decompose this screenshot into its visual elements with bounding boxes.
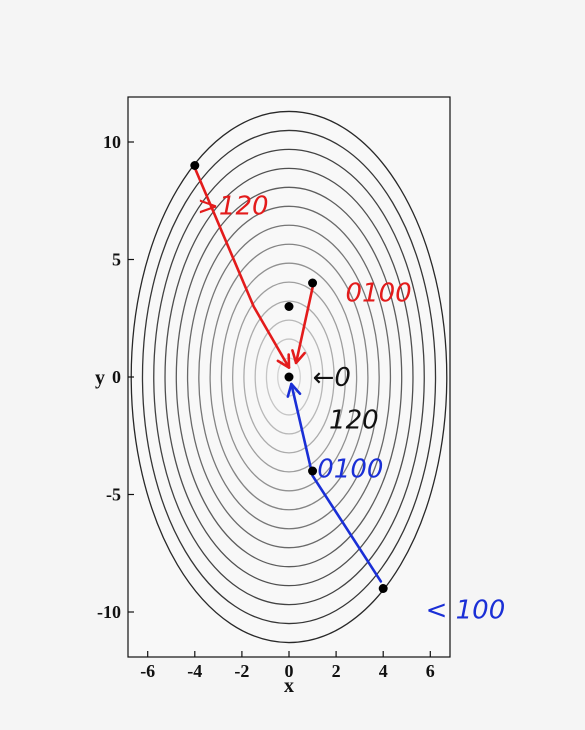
x-tick-label: 6	[426, 661, 435, 681]
contour-ellipse	[209, 243, 369, 511]
contour-ellipse	[265, 338, 313, 416]
data-point	[308, 278, 318, 288]
y-tick-label: -10	[97, 602, 121, 622]
annotation-text: 0100	[317, 455, 383, 485]
contour-ellipse	[220, 262, 358, 492]
data-points	[190, 161, 388, 593]
y-tick-label: -5	[106, 485, 121, 505]
x-axis-ticks: -6 -4 -2 0 2 4 6	[140, 651, 435, 681]
contour-ellipse	[153, 148, 425, 606]
contour-ellipse	[254, 319, 324, 435]
x-tick-label: -6	[140, 661, 155, 681]
contour-ellipse	[164, 167, 414, 587]
y-axis-ticks: -10 -5 0 5 10	[97, 132, 134, 622]
annotation-text: ←0	[313, 363, 351, 393]
contour-ellipse	[198, 224, 380, 530]
contour-ellipse	[175, 186, 403, 568]
x-tick-label: 4	[379, 661, 388, 681]
annotation-text: 0100	[346, 278, 412, 308]
data-point	[308, 466, 318, 476]
arrow-head	[291, 349, 306, 365]
data-point	[284, 302, 294, 311]
y-axis-label: y	[95, 367, 105, 389]
annotation-text: 120	[329, 405, 379, 435]
contour-ellipse	[243, 300, 335, 454]
contour-ellipse	[186, 205, 392, 549]
arrow-head	[286, 382, 302, 398]
y-tick-label: 5	[112, 250, 121, 270]
arrow-path	[193, 166, 291, 369]
handwritten-annotations: >120 0100 ←0 120 0100 < 100	[197, 191, 505, 625]
annotation-text: >120	[197, 191, 268, 221]
data-point	[190, 161, 200, 170]
arrow-head	[276, 353, 291, 369]
x-axis-label: x	[284, 675, 294, 697]
x-tick-label: -4	[187, 661, 202, 681]
x-tick-label: -2	[234, 661, 249, 681]
contour-ellipse	[141, 129, 437, 625]
arrow-paths	[193, 166, 383, 583]
arrow-path	[294, 286, 314, 365]
contour-ellipse	[231, 281, 347, 473]
annotation-text: < 100	[426, 596, 506, 626]
data-point	[378, 584, 388, 593]
x-tick-label: 0	[285, 661, 294, 681]
y-tick-label: 0	[112, 367, 121, 387]
y-tick-label: 10	[103, 132, 121, 152]
arrow-path	[290, 382, 383, 583]
x-tick-label: 2	[332, 661, 341, 681]
data-point	[284, 372, 294, 382]
